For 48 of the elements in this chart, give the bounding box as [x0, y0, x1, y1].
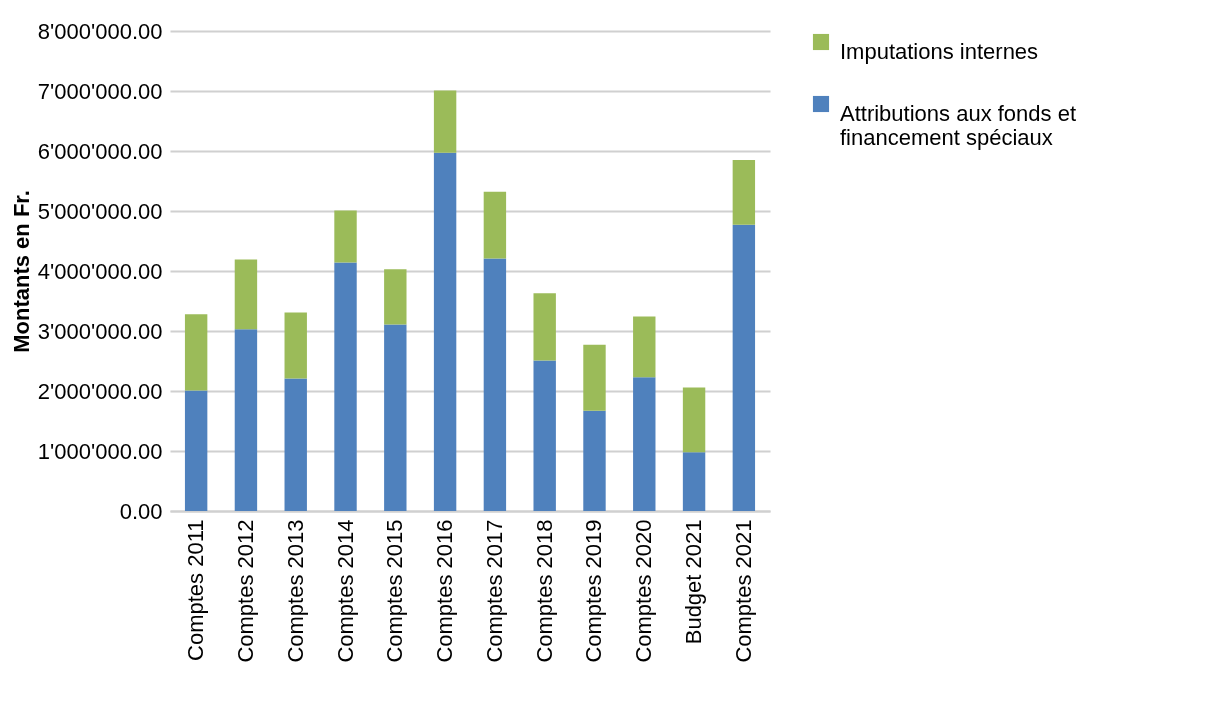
legend-label: Attributions aux fonds et financement spéciaux — [840, 101, 1077, 150]
bar — [234, 329, 258, 511]
bar — [732, 160, 756, 225]
x-tick-label: Comptes 2015 — [382, 519, 408, 663]
x-tick-label: Comptes 2021 — [730, 519, 756, 663]
x-tick-label: Comptes 2013 — [282, 519, 308, 663]
y-tick-label: 8'000'000.00 — [37, 18, 163, 44]
bar — [682, 452, 706, 511]
y-tick-label: 6'000'000.00 — [37, 138, 163, 164]
x-tick-label: Comptes 2017 — [481, 519, 507, 663]
bar — [433, 152, 457, 511]
bar — [483, 258, 507, 511]
bar — [483, 191, 507, 259]
bar — [184, 390, 208, 511]
bar — [533, 360, 556, 511]
bar — [583, 344, 606, 411]
x-tick-label: Comptes 2014 — [332, 519, 358, 663]
x-tick-label: Comptes 2011 — [183, 519, 209, 661]
y-tick-label: 3'000'000.00 — [37, 318, 163, 344]
x-tick-label: Budget 2021 — [681, 519, 707, 645]
bar — [433, 90, 457, 153]
y-tick-label: 7'000'000.00 — [37, 78, 163, 104]
bar — [334, 262, 357, 511]
legend-label: Imputations internes — [840, 39, 1039, 64]
bar — [184, 314, 208, 391]
x-tick-label: Comptes 2019 — [581, 519, 607, 663]
y-tick-label: 2'000'000.00 — [37, 378, 163, 404]
bar — [284, 378, 307, 511]
bar — [583, 410, 606, 511]
y-tick-label: 0.00 — [119, 498, 163, 524]
y-tick-label: 4'000'000.00 — [37, 258, 163, 284]
bar — [633, 377, 656, 511]
y-tick-label: 1'000'000.00 — [37, 438, 163, 464]
x-tick-label: Comptes 2016 — [432, 519, 458, 663]
y-tick-label: 5'000'000.00 — [37, 198, 163, 224]
bar — [384, 324, 407, 511]
bar — [732, 224, 756, 511]
bar — [334, 210, 357, 263]
bar — [284, 312, 307, 379]
bar — [533, 293, 556, 361]
x-tick-label: Comptes 2018 — [531, 519, 557, 663]
y-axis-title: Montants en Fr. — [8, 190, 34, 353]
bar — [633, 316, 656, 378]
bar — [384, 269, 407, 325]
bar — [682, 387, 706, 453]
x-tick-label: Comptes 2012 — [232, 519, 258, 663]
x-tick-label: Comptes 2020 — [631, 519, 657, 663]
bar — [234, 259, 258, 330]
